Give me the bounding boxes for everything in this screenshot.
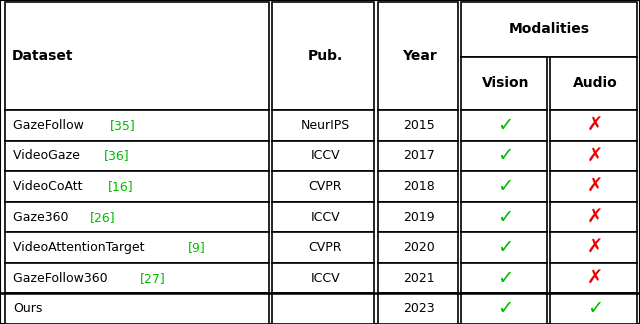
Text: ✓: ✓ [497,269,514,288]
Bar [378,141,458,171]
Bar [550,110,637,141]
Bar [5,232,269,263]
Text: Vision: Vision [482,76,529,90]
Bar [550,141,637,171]
Text: VideoAttentionTarget: VideoAttentionTarget [13,241,148,254]
Bar [272,171,374,202]
Text: GazeFollow360: GazeFollow360 [13,272,111,285]
Bar [461,110,547,141]
Text: ICCV: ICCV [310,272,340,285]
Text: 2015: 2015 [403,119,435,132]
Text: ✓: ✓ [497,238,514,257]
Text: ✗: ✗ [587,177,604,196]
Bar [272,141,374,171]
Bar [461,171,547,202]
Text: 2018: 2018 [403,180,435,193]
Bar [5,202,269,232]
Bar [461,232,547,263]
Bar [550,232,637,263]
Text: [35]: [35] [109,119,135,132]
Text: ✓: ✓ [497,146,514,166]
Text: ✗: ✗ [587,238,604,257]
Text: Ours: Ours [13,302,42,315]
Text: ✗: ✗ [587,208,604,226]
Text: ✗: ✗ [587,269,604,288]
Text: Audio: Audio [573,76,618,90]
Text: ✓: ✓ [497,116,514,135]
Bar [272,110,374,141]
Bar [461,263,547,294]
Bar [272,202,374,232]
Bar [272,294,374,324]
Text: ✓: ✓ [587,299,604,318]
Text: Dataset: Dataset [12,49,73,63]
Bar [461,2,637,57]
Bar [461,294,547,324]
Bar [461,202,547,232]
Text: [9]: [9] [188,241,205,254]
Bar [272,2,374,110]
Bar [378,110,458,141]
Bar [272,232,374,263]
Text: [26]: [26] [90,211,115,224]
Text: CVPR: CVPR [308,180,342,193]
Text: 2019: 2019 [403,211,435,224]
Bar [378,294,458,324]
Text: Pub.: Pub. [307,49,343,63]
Bar [550,202,637,232]
Text: [16]: [16] [108,180,133,193]
Bar [378,202,458,232]
Bar [378,232,458,263]
Text: VideoGaze: VideoGaze [13,149,84,162]
Text: VideoCoAtt: VideoCoAtt [13,180,86,193]
Bar [5,263,269,294]
Bar [5,141,269,171]
Bar [5,110,269,141]
Text: 2020: 2020 [403,241,435,254]
Bar [461,57,547,110]
Text: ✗: ✗ [587,146,604,166]
Text: ✗: ✗ [587,116,604,135]
Text: ✓: ✓ [497,208,514,226]
Bar [5,2,269,110]
Bar [5,294,269,324]
Bar [378,263,458,294]
Bar [272,263,374,294]
Bar [378,2,458,110]
Bar [5,171,269,202]
Text: CVPR: CVPR [308,241,342,254]
Text: [27]: [27] [140,272,166,285]
Text: ICCV: ICCV [310,149,340,162]
Text: 2017: 2017 [403,149,435,162]
Text: NeurIPS: NeurIPS [301,119,349,132]
Bar [550,57,637,110]
Text: Gaze360: Gaze360 [13,211,72,224]
Text: ICCV: ICCV [310,211,340,224]
Text: ✓: ✓ [497,177,514,196]
Bar [461,141,547,171]
Bar [550,263,637,294]
Bar [378,171,458,202]
Bar [550,171,637,202]
Text: GazeFollow: GazeFollow [13,119,88,132]
Text: Year: Year [402,49,436,63]
Text: [36]: [36] [104,149,130,162]
Bar [550,294,637,324]
Text: ✓: ✓ [497,299,514,318]
Text: 2021: 2021 [403,272,435,285]
Text: 2023: 2023 [403,302,435,315]
Text: Modalities: Modalities [508,22,589,36]
